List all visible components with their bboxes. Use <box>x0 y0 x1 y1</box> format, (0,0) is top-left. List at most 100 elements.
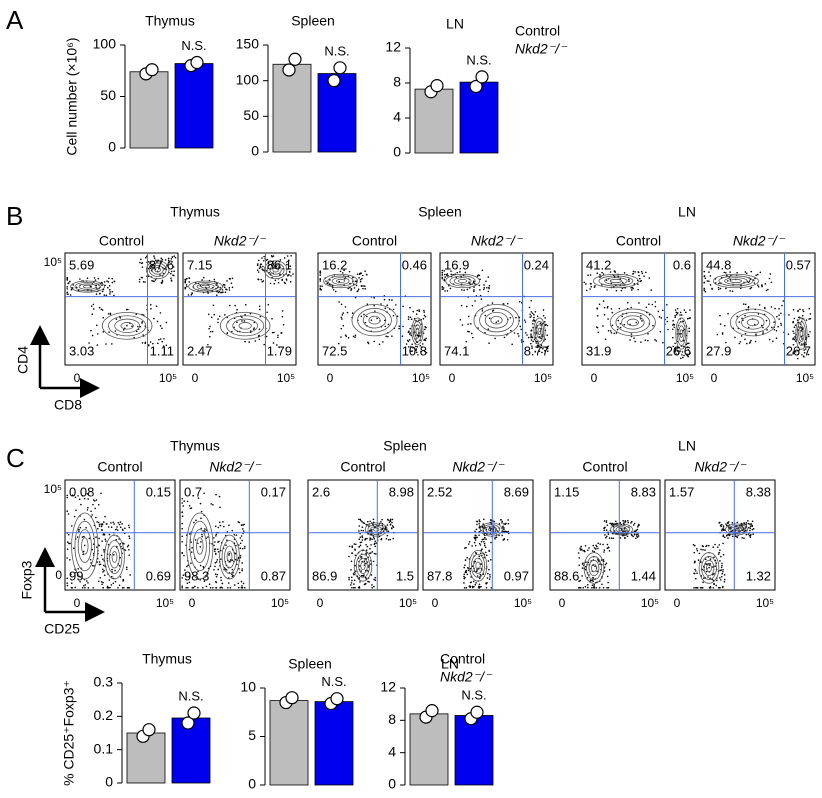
event-dot <box>610 331 613 334</box>
event-dot <box>95 546 98 548</box>
event-dot <box>220 576 222 579</box>
event-dot <box>729 271 731 273</box>
event-dot <box>384 325 387 328</box>
event-dot <box>339 270 342 273</box>
event-dot <box>66 510 68 512</box>
event-dot <box>355 284 358 287</box>
contour <box>799 329 804 338</box>
event-dot <box>748 342 751 344</box>
event-dot <box>220 586 223 589</box>
event-dot <box>473 541 476 544</box>
contour <box>468 549 488 582</box>
event-dot <box>712 546 715 548</box>
event-dot <box>209 587 212 589</box>
event-dot <box>415 351 418 354</box>
event-dot <box>520 339 523 341</box>
contour <box>327 275 354 287</box>
event-dot <box>533 313 535 316</box>
event-dot <box>121 547 124 550</box>
event-dot <box>271 317 273 320</box>
plot-title: Control <box>352 233 397 249</box>
event-dot <box>501 534 503 537</box>
event-dot <box>351 552 354 554</box>
bar <box>174 63 214 149</box>
event-dot <box>606 306 609 309</box>
event-dot <box>739 287 742 290</box>
contour <box>196 537 204 555</box>
contour <box>598 275 634 287</box>
event-dot <box>182 505 185 507</box>
event-dot <box>352 586 355 589</box>
contour <box>71 512 99 580</box>
event-dot <box>475 534 477 537</box>
event-dot <box>207 536 209 538</box>
event-dot <box>627 278 630 281</box>
event-dot <box>209 325 211 328</box>
event-dot <box>654 339 656 341</box>
event-dot <box>105 523 108 525</box>
quadrant-value: 7.15 <box>187 257 212 272</box>
event-dot <box>192 587 195 589</box>
event-dot <box>596 315 599 317</box>
chart-title: LN <box>446 16 464 32</box>
event-dot <box>353 287 356 289</box>
event-dot <box>208 327 210 330</box>
event-dot <box>119 576 122 578</box>
event-dot <box>190 562 192 565</box>
event-dot <box>679 314 681 316</box>
event-dot <box>723 271 726 274</box>
event-dot <box>391 525 394 527</box>
event-dot <box>167 257 170 260</box>
data-point <box>475 70 489 84</box>
event-dot <box>532 320 534 322</box>
event-dot <box>739 340 742 343</box>
event-dot <box>412 310 415 313</box>
event-dot <box>363 313 365 316</box>
event-dot <box>420 350 422 353</box>
event-dot <box>586 583 589 586</box>
event-dot <box>90 510 92 513</box>
event-dot <box>605 520 608 522</box>
event-dot <box>478 534 480 536</box>
event-dot <box>716 579 718 582</box>
event-dot <box>79 526 82 529</box>
event-dot <box>116 526 118 528</box>
event-dot <box>590 282 592 285</box>
event-dot <box>281 310 284 312</box>
event-dot <box>511 343 513 346</box>
event-dot <box>319 287 322 290</box>
event-dot <box>749 523 751 526</box>
event-dot <box>657 310 660 313</box>
event-dot <box>699 587 702 589</box>
event-dot <box>676 307 679 310</box>
contour <box>796 321 807 346</box>
event-dot <box>599 543 602 545</box>
event-dot <box>263 255 265 258</box>
event-dot <box>720 569 722 571</box>
event-dot <box>469 567 472 570</box>
event-dot <box>372 560 375 563</box>
event-dot <box>747 306 750 308</box>
event-dot <box>272 255 275 257</box>
event-dot <box>106 585 109 588</box>
quadrant-value: 1.11 <box>150 343 174 358</box>
event-dot <box>218 495 221 498</box>
plot-frame <box>182 252 297 366</box>
event-dot <box>488 568 490 571</box>
group-title: Thymus <box>170 204 220 220</box>
chart-title: Thymus <box>145 13 195 29</box>
event-dot <box>90 305 93 308</box>
event-dot <box>244 545 246 548</box>
event-dot <box>542 309 545 311</box>
event-dot <box>792 352 794 355</box>
event-dot <box>141 262 144 264</box>
event-dot <box>529 313 531 316</box>
plot-title: Nkd2⁻/⁻ <box>214 233 267 249</box>
event-dot <box>719 323 722 325</box>
event-dot <box>592 580 594 583</box>
event-dot <box>77 567 80 570</box>
event-dot <box>398 327 400 330</box>
event-dot <box>389 523 392 526</box>
event-dot <box>144 342 147 345</box>
event-dot <box>633 533 636 536</box>
